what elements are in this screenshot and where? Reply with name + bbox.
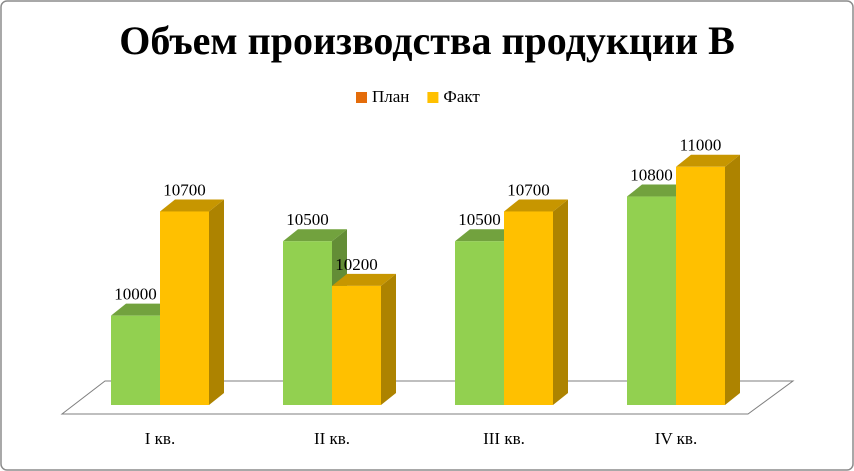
bar-front (160, 211, 209, 405)
data-label: 11000 (680, 136, 722, 155)
legend-label: План (372, 87, 409, 106)
legend-swatch (356, 92, 367, 103)
bar-top (111, 303, 175, 316)
bar-front (111, 315, 160, 405)
bar-front (627, 196, 676, 405)
data-label: 10500 (286, 210, 329, 229)
x-tick-label: III кв. (483, 429, 525, 448)
legend-swatch (427, 92, 439, 103)
bar-top (332, 273, 396, 286)
bar-front (455, 241, 504, 405)
bar (504, 199, 568, 405)
floor (60, 380, 795, 415)
bar-top (455, 229, 519, 242)
chart-title: Объем производства продукции В (119, 18, 735, 63)
data-label: 10000 (114, 285, 157, 304)
bar (676, 154, 740, 405)
bar-top (627, 184, 691, 197)
data-label: 10200 (335, 255, 378, 274)
bar-front (676, 166, 725, 405)
bar-front (504, 211, 553, 405)
bar (332, 273, 396, 405)
bar-side (725, 154, 740, 405)
data-label: 10800 (630, 165, 673, 184)
x-tick-label: I кв. (145, 429, 175, 448)
legend-label: Факт (443, 87, 480, 106)
data-label: 10700 (163, 180, 206, 199)
bar-side (209, 199, 224, 405)
bar-top (160, 199, 224, 212)
bar-top (676, 154, 740, 167)
x-tick-label: IV кв. (655, 429, 697, 448)
bar (160, 199, 224, 405)
bar-top (504, 199, 568, 212)
bar-side (553, 199, 568, 405)
bar-front (332, 285, 381, 405)
bar-front (283, 241, 332, 405)
bar-top (283, 229, 347, 242)
data-label: 10700 (507, 180, 550, 199)
x-tick-label: II кв. (314, 429, 350, 448)
data-label: 10500 (458, 210, 501, 229)
bar-side (381, 273, 396, 405)
